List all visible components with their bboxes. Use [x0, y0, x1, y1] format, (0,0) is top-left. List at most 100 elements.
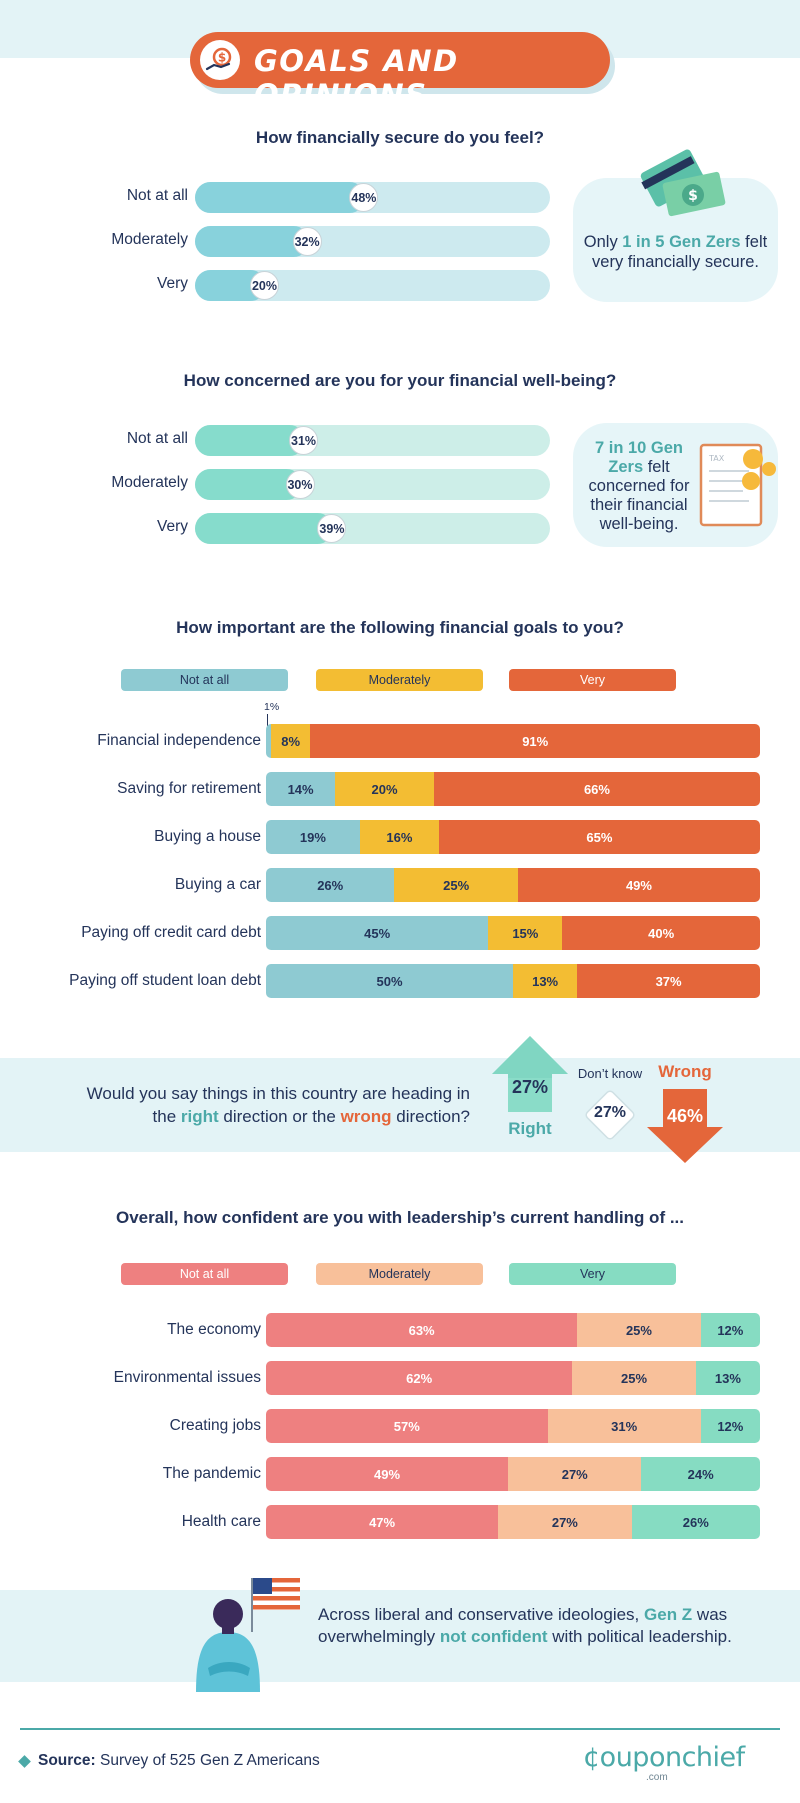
concern-callout: 7 in 10 Gen Zers felt concerned for thei… [573, 423, 778, 547]
goals-stacked-bar: 8% 91% [266, 724, 760, 758]
conf-segment-very: 24% [641, 1457, 760, 1491]
concern-bar-track: 31% [195, 425, 550, 456]
bullet-diamond-icon [18, 1755, 31, 1768]
goals-stacked-bar: 50% 13% 37% [266, 964, 760, 998]
conf-segment-moderately: 31% [547, 1409, 701, 1443]
money-card-icon: $ [635, 143, 731, 232]
goals-stacked-bar: 19% 16% 65% [266, 820, 760, 854]
goals-segment-moderately: 15% [488, 916, 563, 950]
goals-question: How important are the following financia… [176, 618, 624, 637]
page-title: GOALS AND OPINIONS [254, 44, 459, 112]
goals-segment-not-at-all: 26% [266, 868, 395, 902]
secure-row-label: Very [156, 275, 188, 292]
secure-question: How financially secure do you feel? [255, 128, 545, 147]
concern-bar [195, 513, 334, 544]
concern-bar [195, 425, 306, 456]
goals-legend-very: Very [509, 669, 676, 691]
goals-segment-very: 65% [438, 820, 760, 854]
direction-question: Would you say things in this country are… [86, 1084, 470, 1126]
conf-stacked-bar: 62% 25% 13% [266, 1361, 760, 1395]
goals-segment-very: 91% [310, 724, 760, 758]
concern-row-label: Very [156, 518, 188, 535]
goals-segment-not-at-all: 45% [266, 916, 489, 950]
concern-question: How concerned are you for your financial… [183, 371, 617, 390]
conf-segment-moderately: 27% [498, 1505, 632, 1539]
conf-segment-very: 26% [631, 1505, 760, 1539]
goals-segment-moderately: 20% [335, 772, 434, 806]
conf-segment-moderately: 25% [572, 1361, 696, 1395]
secure-value-label: 48% [349, 183, 379, 212]
conf-segment-not-at-all: 63% [266, 1313, 578, 1347]
conf-row-label: The pandemic [162, 1465, 261, 1482]
concern-row-label: Not at all [126, 430, 188, 447]
person-flag-icon [196, 1578, 300, 1692]
conf-segment-not-at-all: 49% [266, 1457, 509, 1491]
secure-row-label: Not at all [126, 187, 188, 204]
secure-callout: $ Only 1 in 5 Gen Zers felt very financi… [573, 149, 778, 302]
secure-callout-text: Only 1 in 5 Gen Zers felt very financial… [583, 233, 768, 271]
conf-segment-very: 12% [700, 1409, 760, 1443]
concern-row-label: Moderately [111, 474, 188, 491]
goals-segment-moderately: 25% [394, 868, 518, 902]
confidence-question: Overall, how confident are you with lead… [115, 1208, 684, 1227]
svg-text:$: $ [218, 51, 226, 65]
wrong-arrow-icon [647, 1089, 723, 1163]
dontknow-value: 27% [593, 1104, 627, 1121]
wrong-value: 46% [666, 1106, 704, 1126]
svg-text:TAX: TAX [708, 454, 725, 463]
note-band [0, 1590, 800, 1682]
goals-row-label: Buying a car [174, 876, 261, 893]
conf-row-label: Creating jobs [169, 1417, 261, 1434]
goals-segment-very: 40% [562, 916, 760, 950]
conf-segment-very: 12% [700, 1313, 760, 1347]
goals-segment-very: 66% [433, 772, 760, 806]
conf-stacked-bar: 49% 27% 24% [266, 1457, 760, 1491]
goals-segment-moderately: 13% [513, 964, 578, 998]
conf-stacked-bar: 47% 27% 26% [266, 1505, 760, 1539]
svg-text:$: $ [688, 188, 698, 204]
right-arrow-icon [492, 1036, 568, 1112]
goals-segment-not-at-all: 50% [266, 964, 513, 998]
goals-segment-very: 49% [517, 868, 760, 902]
secure-value-label: 32% [292, 227, 322, 256]
goals-stacked-bar: 45% 15% 40% [266, 916, 760, 950]
bottom-note-text: Across liberal and conservative ideologi… [318, 1605, 732, 1646]
concern-value-label: 31% [289, 426, 319, 455]
goals-segment-moderately: 16% [359, 820, 439, 854]
money-hand-icon: $ [200, 40, 240, 80]
conf-segment-not-at-all: 47% [266, 1505, 499, 1539]
tax-document-icon: TAX [695, 437, 777, 540]
goals-segment-not-at-all: 14% [266, 772, 336, 806]
footer-divider [20, 1728, 780, 1730]
title-banner: $ GOALS AND OPINIONS [190, 32, 610, 112]
conf-segment-not-at-all: 62% [266, 1361, 573, 1395]
goals-segment-not-at-all: 19% [266, 820, 360, 854]
conf-stacked-bar: 63% 25% 12% [266, 1313, 760, 1347]
conf-segment-not-at-all: 57% [266, 1409, 548, 1443]
conf-legend-moderately: Moderately [316, 1263, 483, 1285]
goals-legend-not-at-all: Not at all [121, 669, 288, 691]
concern-value-label: 39% [317, 514, 347, 543]
wrong-label: Wrong [658, 1062, 712, 1081]
conf-legend-not-at-all: Not at all [121, 1263, 288, 1285]
conf-row-label: Environmental issues [113, 1369, 261, 1386]
secure-row-label: Moderately [111, 231, 188, 248]
conf-segment-moderately: 27% [508, 1457, 642, 1491]
concern-bar-track: 39% [195, 513, 550, 544]
goals-legend-moderately: Moderately [316, 669, 483, 691]
secure-value-label: 20% [250, 271, 279, 300]
concern-bar-track: 30% [195, 469, 550, 500]
goals-segment-not-at-all [266, 724, 271, 758]
conf-segment-moderately: 25% [577, 1313, 701, 1347]
conf-row-label: The economy [167, 1321, 261, 1338]
source-line: Source: Survey of 525 Gen Z Americans [38, 1752, 320, 1769]
goals-row-label: Financial independence [97, 732, 261, 749]
conf-legend-very: Very [509, 1263, 676, 1285]
conf-segment-very: 13% [695, 1361, 760, 1395]
secure-bar-track: 48% [195, 182, 550, 213]
concern-callout-text: 7 in 10 Gen Zers felt concerned for thei… [588, 439, 690, 533]
goals-small-note: 1% [264, 701, 280, 713]
dontknow-label: Don’t know [577, 1066, 643, 1081]
goals-row-label: Saving for retirement [117, 780, 261, 797]
secure-bar-track: 20% [195, 270, 550, 301]
